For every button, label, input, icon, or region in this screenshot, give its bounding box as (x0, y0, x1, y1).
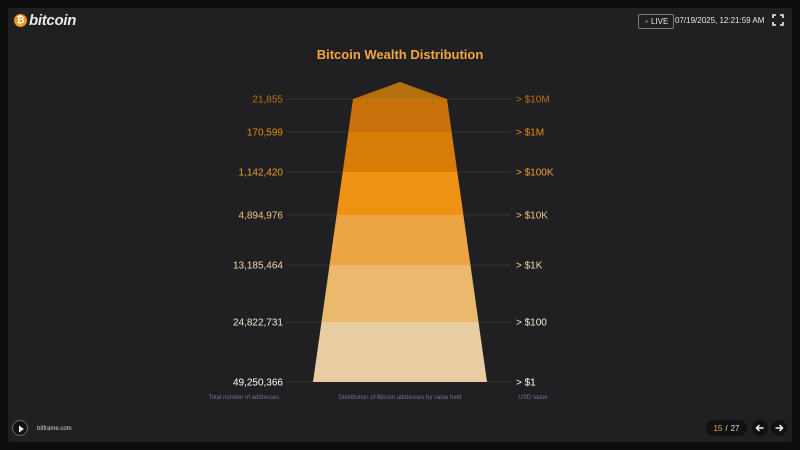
prev-button[interactable] (752, 420, 768, 436)
chart-title: Bitcoin Wealth Distribution (316, 47, 484, 62)
app-frame: ₿ bitcoin LIVE 07/19/2025, 12:21:59 AM B… (8, 8, 792, 442)
pyramid-apex (353, 82, 447, 99)
arrow-left-icon (755, 424, 764, 432)
arrow-right-icon (775, 424, 784, 432)
tier-address-count: 1,142,420 (239, 168, 284, 179)
left-axis-label: Total number of addresses (209, 395, 280, 401)
next-button[interactable] (771, 420, 787, 436)
tier-address-count: 13,185,464 (233, 261, 283, 272)
datetime: 07/19/2025, 12:21:59 AM (675, 16, 765, 25)
tier-usd-value: > $10M (516, 95, 550, 106)
live-badge[interactable]: LIVE (638, 14, 675, 29)
tier-usd-value: > $10K (516, 211, 548, 222)
right-axis-label: USD Value (518, 395, 548, 401)
tier-address-count: 21,855 (252, 95, 283, 106)
play-icon (19, 425, 24, 433)
tier-address-count: 170,599 (247, 128, 284, 139)
expand-icon[interactable] (772, 14, 784, 26)
live-label: LIVE (651, 17, 669, 26)
pyramid-tier (348, 99, 452, 132)
page-indicator: 15 / 27 (706, 420, 747, 436)
pyramid-tier (342, 132, 458, 172)
tier-usd-value: > $100K (516, 168, 554, 179)
page-separator: / (725, 423, 728, 433)
site-link[interactable]: bitframe.com (37, 426, 72, 432)
pyramid-tier (321, 265, 479, 322)
bitcoin-logo-icon: ₿ (14, 14, 27, 27)
pyramid-tier (329, 215, 471, 265)
tier-address-count: 24,822,731 (233, 318, 283, 329)
tier-address-count: 49,250,366 (233, 378, 283, 389)
play-button[interactable] (12, 420, 28, 436)
live-dot-icon (645, 20, 648, 23)
pyramid-tier (336, 172, 464, 215)
brand-logo: ₿ bitcoin (14, 12, 76, 29)
page-current: 15 (713, 423, 723, 433)
pyramid-chart: 21,855 > $10M 170,599 > $1M 1,142,420 > $100K… (209, 82, 554, 401)
pyramid-tier (313, 322, 487, 382)
tier-usd-value: > $1 (516, 378, 536, 389)
page-total: 27 (730, 423, 740, 433)
tier-address-count: 4,894,976 (239, 211, 284, 222)
tier-usd-value: > $100 (516, 318, 547, 329)
tier-usd-value: > $1K (516, 261, 543, 272)
tier-usd-value: > $1M (516, 128, 544, 139)
brand-name: bitcoin (29, 12, 77, 29)
center-axis-label: Distribution of Bitcoin addresses by val… (339, 395, 462, 401)
